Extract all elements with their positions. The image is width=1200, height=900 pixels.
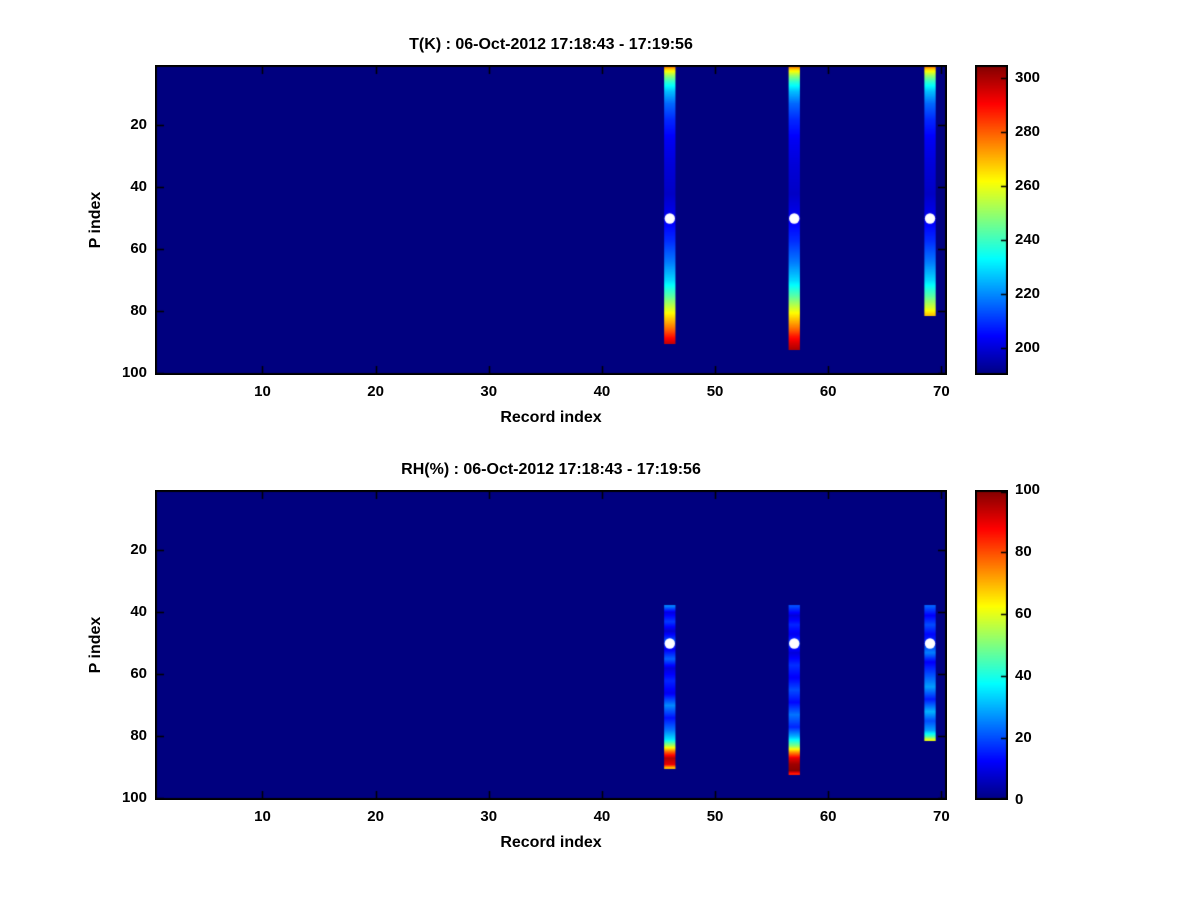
colorbar-tick-label: 40 — [1015, 667, 1032, 684]
x-tick-label: 30 — [480, 808, 498, 825]
x-tick-label: 20 — [367, 383, 384, 400]
colorbar-tick-label: 20 — [1015, 729, 1032, 746]
x-tick-label: 30 — [480, 383, 498, 400]
humidity-heatmap-section: RH(%) : 06-Oct-2012 17:18:43 - 17:19:56 … — [0, 461, 1200, 890]
colorbar-tick-label: 260 — [1015, 177, 1041, 195]
temperature-heatmap-section: T(K) : 06-Oct-2012 17:18:43 - 17:19:56 R… — [0, 36, 1200, 465]
y-tick-label: 100 — [121, 364, 147, 382]
humidity-x-axis-label: Record index — [500, 834, 602, 851]
colorbar-tick-label: 300 — [1015, 69, 1041, 87]
humidity-heatmap-canvas — [155, 490, 947, 800]
colorbar-tick-label: 200 — [1015, 339, 1041, 357]
colorbar-tick-label: 60 — [1015, 605, 1032, 622]
colorbar-tick-label: 0 — [1015, 791, 1024, 808]
x-tick-label: 50 — [706, 383, 724, 400]
y-tick-label: 80 — [130, 302, 147, 320]
colorbar-tick-label: 220 — [1015, 285, 1041, 303]
y-tick-label: 20 — [130, 541, 147, 559]
temperature-colorbar — [975, 65, 1008, 375]
temperature-x-axis-label: Record index — [500, 409, 602, 426]
x-tick-label: 20 — [367, 808, 384, 825]
colorbar-tick-label: 100 — [1015, 481, 1041, 498]
x-tick-label: 70 — [932, 383, 950, 400]
x-tick-label: 10 — [254, 808, 271, 825]
y-tick-label: 80 — [130, 727, 147, 745]
x-tick-label: 40 — [593, 383, 611, 400]
y-tick-label: 40 — [130, 178, 147, 196]
colorbar-tick-label: 80 — [1015, 543, 1032, 560]
x-tick-label: 60 — [819, 383, 837, 400]
y-tick-label: 20 — [130, 116, 147, 134]
x-tick-label: 10 — [254, 383, 271, 400]
x-tick-label: 70 — [932, 808, 950, 825]
temperature-y-axis-label: P index — [87, 191, 104, 249]
x-tick-label: 40 — [593, 808, 611, 825]
temperature-heatmap-canvas — [155, 65, 947, 375]
y-tick-label: 100 — [121, 789, 147, 807]
y-tick-label: 60 — [130, 240, 147, 258]
colorbar-tick-label: 240 — [1015, 231, 1041, 249]
humidity-y-axis-label: P index — [87, 616, 104, 674]
humidity-plot-title: RH(%) : 06-Oct-2012 17:18:43 - 17:19:56 — [401, 461, 701, 478]
colorbar-tick-label: 280 — [1015, 123, 1041, 141]
y-tick-label: 40 — [130, 603, 147, 621]
x-tick-label: 60 — [819, 808, 837, 825]
humidity-colorbar — [975, 490, 1008, 800]
x-tick-label: 50 — [706, 808, 724, 825]
y-tick-label: 60 — [130, 665, 147, 683]
temperature-plot-title: T(K) : 06-Oct-2012 17:18:43 - 17:19:56 — [409, 36, 693, 53]
